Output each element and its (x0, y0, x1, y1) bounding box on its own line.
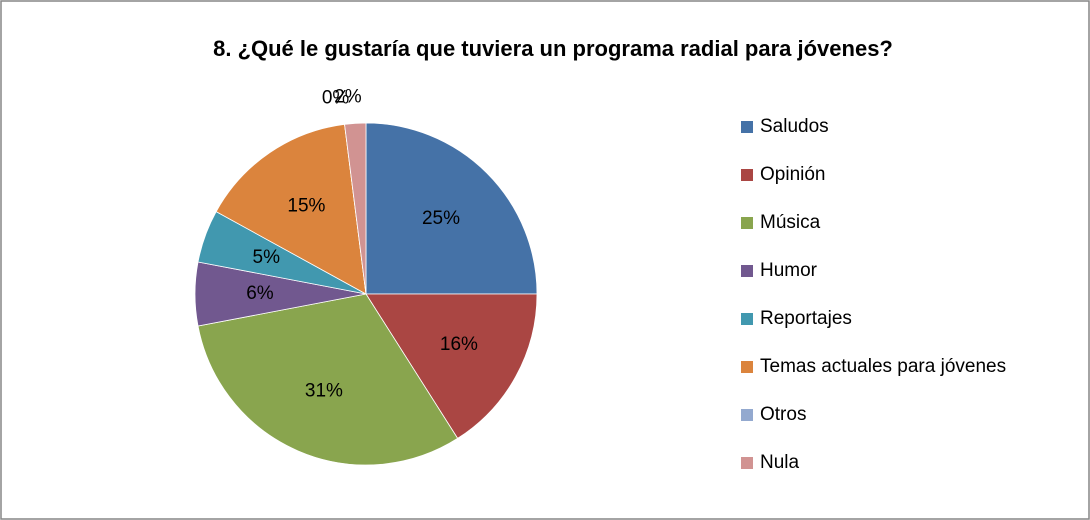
legend-label: Opinión (760, 164, 826, 185)
legend-label: Temas actuales para jóvenes (760, 356, 1006, 377)
data-label: 5% (253, 247, 281, 268)
legend-swatch (741, 121, 753, 133)
data-label: 15% (287, 195, 325, 216)
data-label: 0% (322, 88, 350, 109)
legend-swatch (741, 409, 753, 421)
legend-swatch (741, 313, 753, 325)
legend-swatch (741, 361, 753, 373)
legend-label: Música (760, 212, 821, 233)
data-label: 2% (334, 86, 362, 107)
legend-swatch (741, 457, 753, 469)
pie-slice (215, 123, 367, 295)
pie-slice (365, 122, 538, 295)
data-label: 25% (422, 208, 460, 229)
legend-label: Saludos (760, 116, 829, 137)
legend-label: Nula (760, 452, 800, 473)
data-label: 16% (440, 334, 478, 355)
data-label: 6% (246, 283, 274, 304)
pie-slice (365, 293, 538, 439)
legend-swatch (741, 217, 753, 229)
legend-swatch (741, 265, 753, 277)
pie-slice (344, 122, 367, 295)
chart-title: 8. ¿Qué le gustaría que tuviera un progr… (213, 36, 893, 61)
legend-label: Humor (760, 260, 818, 281)
legend-label: Otros (760, 404, 806, 425)
legend-swatch (741, 169, 753, 181)
data-label: 31% (305, 380, 343, 401)
pie-slice (197, 293, 459, 466)
legend-label: Reportajes (760, 308, 852, 329)
